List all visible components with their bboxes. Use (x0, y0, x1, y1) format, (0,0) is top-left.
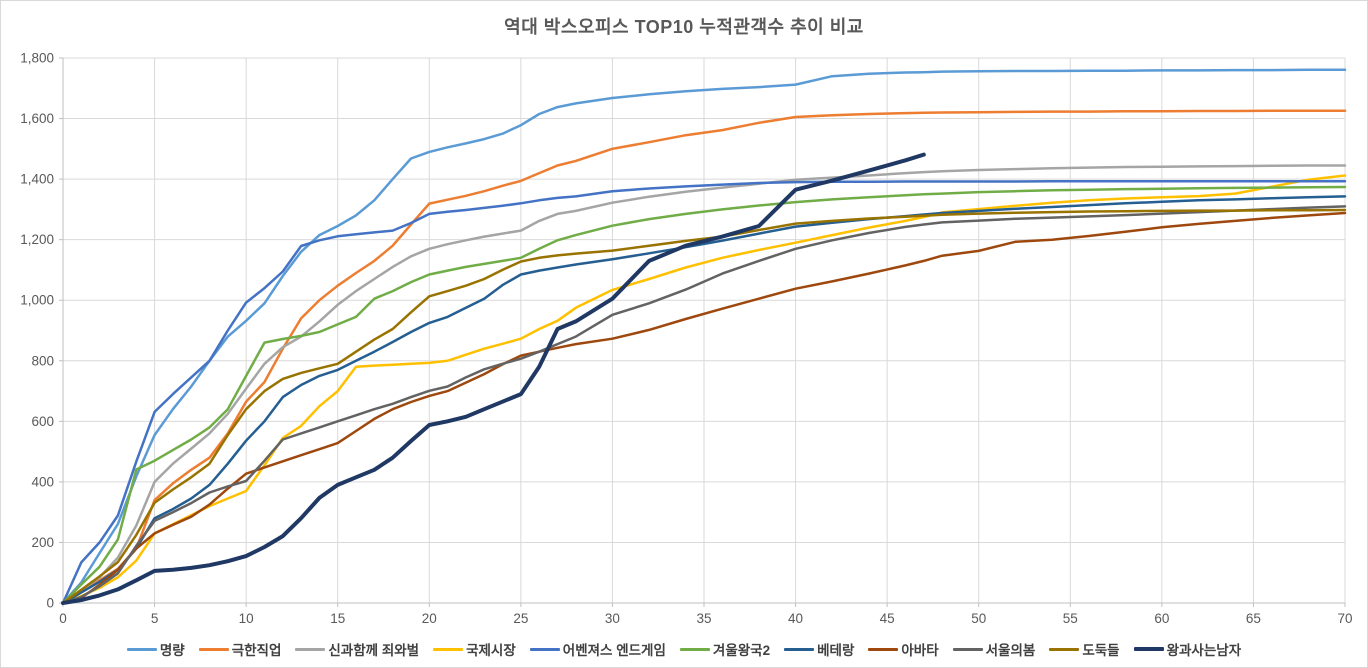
y-axis-tick-label: 600 (31, 414, 54, 429)
series-line-도둑들 (61, 208, 1347, 605)
x-axis-tick-label: 45 (880, 611, 895, 626)
legend-line-swatch (679, 647, 710, 651)
x-axis-tick-label: 0 (59, 611, 67, 626)
legend-label: 신과함께 죄와벌 (328, 643, 420, 658)
y-axis-tick-label: 1,000 (20, 293, 54, 308)
y-axis-tick-label: 800 (31, 353, 54, 368)
legend-item-신과함께 죄와벌: 신과함께 죄와벌 (295, 639, 419, 659)
y-axis-tick-label: 1,400 (20, 172, 54, 187)
legend-item-겨울왕국2: 겨울왕국2 (679, 639, 771, 659)
legend-item-도둑들: 도둑들 (1049, 639, 1120, 659)
x-axis-tick-label: 70 (1337, 611, 1352, 626)
x-axis-tick-label: 25 (513, 611, 528, 626)
x-axis-tick-label: 35 (696, 611, 711, 626)
series-line-신과함께 죄와벌 (61, 164, 1347, 605)
legend-line-swatch (784, 647, 815, 651)
legend-label: 베테랑 (817, 643, 855, 658)
series-line-서울의봄 (61, 205, 1347, 605)
legend-item-극한직업: 극한직업 (198, 639, 282, 659)
y-axis-tick-label: 0 (46, 596, 54, 611)
legend-line-swatch (433, 647, 464, 651)
chart-title: 역대 박스오피스 TOP10 누적관객수 추이 비교 (504, 17, 864, 37)
y-axis-tick-label: 400 (31, 474, 54, 489)
legend-item-서울의봄: 서울의봄 (952, 639, 1036, 659)
legend-item-명량: 명량 (126, 639, 185, 659)
legend-label: 겨울왕국2 (712, 643, 771, 658)
legend-label: 아바타 (901, 643, 939, 658)
legend-label: 명량 (159, 643, 185, 658)
legend-item-아바타: 아바타 (868, 639, 939, 659)
x-axis-tick-label: 15 (330, 611, 345, 626)
y-axis-tick-label: 1,800 (20, 51, 54, 66)
legend-label: 왕과사는남자 (1166, 643, 1242, 658)
legend-label: 도둑들 (1082, 643, 1120, 658)
series-line-왕과사는남자 (61, 152, 926, 605)
series-line-국제시장 (61, 174, 1347, 605)
legend-line-swatch (198, 647, 229, 651)
legend-label: 극한직업 (231, 643, 282, 658)
legend-line-swatch (529, 647, 560, 651)
x-axis-tick-label: 5 (151, 611, 159, 626)
x-axis-tick-label: 50 (971, 611, 986, 626)
series-line-베테랑 (61, 195, 1347, 605)
y-axis-tick-label: 200 (31, 535, 54, 550)
x-axis-tick-label: 55 (1063, 611, 1078, 626)
chart-legend: 명량 극한직업 신과함께 죄와벌 국제시장 어벤져스 엔드게임 겨울왕국2 베테랑 아바타 서울… (1, 639, 1367, 659)
y-axis-tick-label: 1,200 (20, 232, 54, 247)
legend-line-swatch (126, 647, 157, 651)
x-axis-tick-label: 40 (788, 611, 803, 626)
series-line-어벤져스 엔드게임 (61, 179, 1347, 605)
x-axis-tick-label: 10 (239, 611, 254, 626)
x-axis-tick-label: 30 (605, 611, 620, 626)
x-axis-tick-label: 20 (422, 611, 437, 626)
legend-item-어벤져스 엔드게임: 어벤져스 엔드게임 (529, 639, 666, 659)
legend-line-swatch (295, 647, 326, 651)
legend-line-swatch (1133, 647, 1164, 651)
y-axis-tick-label: 1,600 (20, 111, 54, 126)
legend-label: 서울의봄 (985, 643, 1036, 658)
x-axis-tick-label: 65 (1246, 611, 1261, 626)
x-axis-tick-label: 60 (1154, 611, 1169, 626)
legend-label: 어벤져스 엔드게임 (562, 643, 666, 658)
legend-item-국제시장: 국제시장 (433, 639, 516, 659)
series-line-아바타 (61, 211, 1347, 605)
legend-label: 국제시장 (466, 643, 516, 658)
legend-item-베테랑: 베테랑 (784, 639, 854, 659)
legend-line-swatch (1049, 647, 1080, 651)
legend-line-swatch (868, 647, 899, 651)
series-line-겨울왕국2 (61, 185, 1347, 605)
series-line-극한직업 (61, 109, 1347, 605)
legend-item-왕과사는남자: 왕과사는남자 (1133, 639, 1242, 659)
legend-line-swatch (952, 647, 983, 651)
